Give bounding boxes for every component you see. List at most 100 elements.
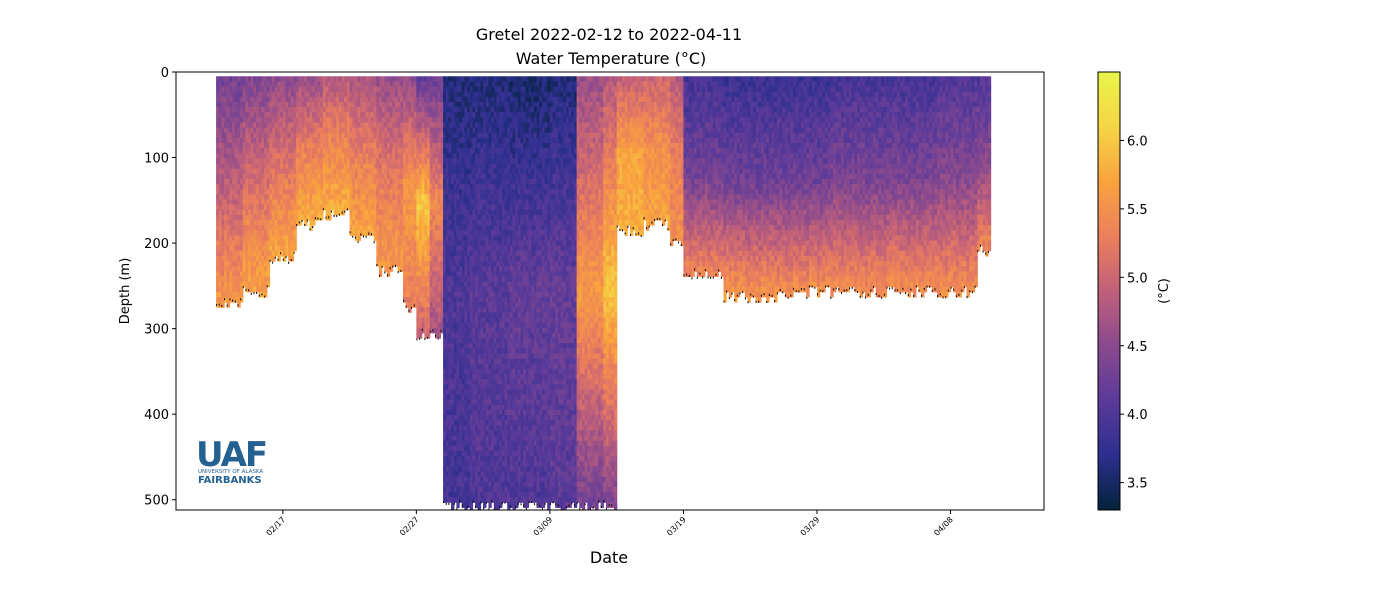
temperature-cell xyxy=(290,194,295,200)
temperature-cell xyxy=(298,137,303,144)
temperature-cell xyxy=(376,127,380,134)
temperature-cell xyxy=(437,199,442,206)
temperature-cell xyxy=(325,163,329,170)
temperature-cell xyxy=(277,137,281,144)
temperature-cell xyxy=(453,373,458,380)
temperature-cell xyxy=(432,281,436,288)
temperature-cell xyxy=(427,173,431,180)
temperature-cell xyxy=(224,76,228,82)
temperature-cell xyxy=(445,178,450,185)
temperature-cell xyxy=(354,199,359,206)
temperature-cell xyxy=(389,153,393,159)
temperature-cell xyxy=(419,163,423,170)
temperature-cell xyxy=(354,225,359,231)
temperature-cell xyxy=(440,209,444,216)
temperature-cell xyxy=(224,296,228,303)
temperature-cell xyxy=(461,194,466,200)
temperature-cell xyxy=(469,296,474,303)
temperature-cell xyxy=(437,173,442,180)
temperature-cell xyxy=(253,81,257,88)
temperature-cell xyxy=(464,363,468,370)
temperature-cell xyxy=(277,148,281,154)
temperature-cell xyxy=(216,296,220,303)
temperature-cell xyxy=(328,173,332,180)
temperature-cell xyxy=(405,158,409,165)
temperature-cell xyxy=(365,76,369,82)
temperature-cell xyxy=(272,209,276,216)
temperature-cell xyxy=(448,389,452,396)
temperature-cell xyxy=(232,199,236,206)
temperature-cell xyxy=(480,302,484,308)
temperature-cell xyxy=(298,122,303,129)
temperature-cell xyxy=(456,394,460,401)
temperature-cell xyxy=(464,168,468,175)
temperature-cell xyxy=(437,178,442,185)
temperature-cell xyxy=(234,153,239,159)
temperature-cell xyxy=(467,189,471,195)
temperature-cell xyxy=(448,322,452,329)
temperature-cell xyxy=(427,122,431,129)
temperature-cell xyxy=(333,132,337,139)
temperature-cell xyxy=(416,214,420,221)
temperature-cell xyxy=(229,101,233,108)
temperature-cell xyxy=(480,486,484,493)
temperature-cell xyxy=(242,261,247,267)
temperature-cell xyxy=(483,466,487,473)
temperature-cell xyxy=(277,173,281,180)
temperature-cell xyxy=(464,343,468,349)
temperature-cell xyxy=(392,173,396,180)
temperature-cell xyxy=(226,281,231,288)
temperature-cell xyxy=(432,199,436,206)
temperature-cell xyxy=(360,225,364,231)
bottom-point xyxy=(312,226,314,229)
temperature-cell xyxy=(456,194,460,200)
temperature-cell xyxy=(453,471,458,478)
temperature-cell xyxy=(237,214,241,221)
temperature-cell xyxy=(365,112,369,118)
temperature-cell xyxy=(483,502,487,508)
temperature-cell xyxy=(378,81,383,88)
temperature-cell xyxy=(424,235,428,242)
temperature-cell xyxy=(368,86,372,93)
temperature-cell xyxy=(424,158,428,165)
temperature-cell xyxy=(421,271,425,277)
temperature-cell xyxy=(451,276,455,283)
temperature-cell xyxy=(312,158,316,165)
temperature-cell xyxy=(453,379,458,385)
temperature-cell xyxy=(448,471,452,478)
temperature-cell xyxy=(336,112,340,118)
temperature-cell xyxy=(483,86,487,93)
temperature-cell xyxy=(461,440,466,447)
temperature-cell xyxy=(322,204,327,211)
temperature-cell xyxy=(304,219,308,226)
temperature-cell xyxy=(467,343,471,349)
temperature-cell xyxy=(435,225,439,231)
temperature-cell xyxy=(234,86,239,93)
temperature-cell xyxy=(389,91,393,98)
temperature-cell xyxy=(381,132,385,139)
temperature-cell xyxy=(451,409,455,416)
temperature-cell xyxy=(349,184,353,190)
temperature-cell xyxy=(445,317,450,324)
temperature-cell xyxy=(365,194,369,200)
temperature-cell xyxy=(440,235,444,242)
temperature-cell xyxy=(245,96,249,103)
temperature-cell xyxy=(320,209,324,216)
temperature-cell xyxy=(421,322,425,329)
temperature-cell xyxy=(400,199,404,206)
temperature-cell xyxy=(491,404,495,411)
bottom-point xyxy=(400,269,402,272)
temperature-cell xyxy=(445,148,450,154)
temperature-cell xyxy=(296,153,300,159)
temperature-cell xyxy=(451,379,455,385)
temperature-cell xyxy=(282,117,287,123)
temperature-cell xyxy=(397,101,401,108)
profile-cast xyxy=(221,76,225,308)
temperature-cell xyxy=(427,189,431,195)
temperature-cell xyxy=(451,168,455,175)
temperature-cell xyxy=(309,148,313,154)
temperature-cell xyxy=(421,163,425,170)
temperature-cell xyxy=(488,107,492,113)
temperature-cell xyxy=(459,409,463,416)
temperature-cell xyxy=(314,132,319,139)
